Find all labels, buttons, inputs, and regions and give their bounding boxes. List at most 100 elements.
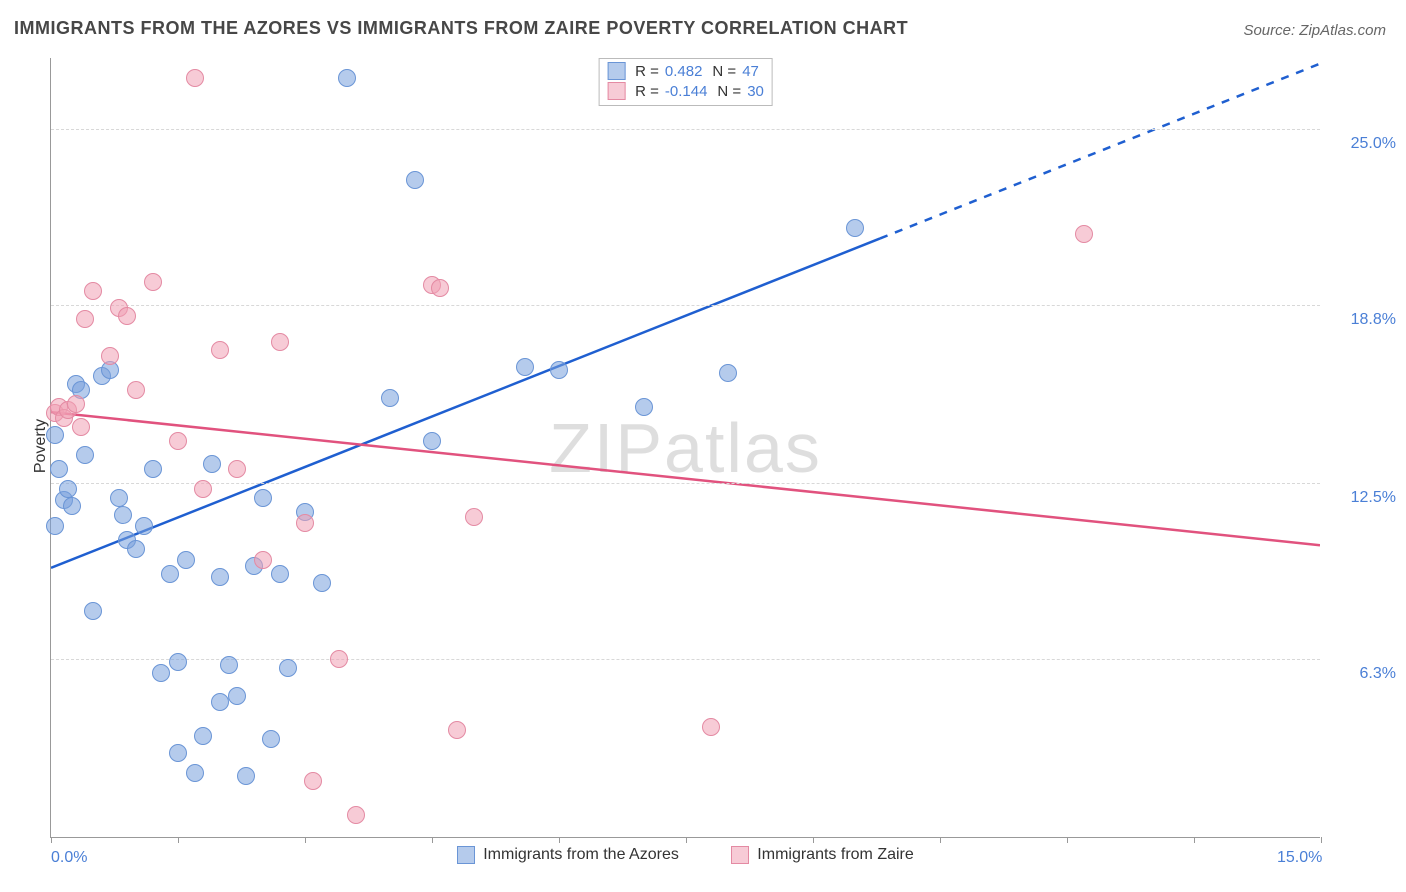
data-point (635, 398, 653, 416)
data-point (63, 497, 81, 515)
data-point (423, 432, 441, 450)
data-point (338, 69, 356, 87)
data-point (110, 489, 128, 507)
data-point (220, 656, 238, 674)
data-point (194, 480, 212, 498)
data-point (550, 361, 568, 379)
data-point (50, 460, 68, 478)
data-point (177, 551, 195, 569)
stats-legend-row: R = -0.144 N = 30 (607, 81, 764, 101)
x-tick (686, 837, 687, 843)
data-point (211, 693, 229, 711)
data-point (313, 574, 331, 592)
data-point (271, 333, 289, 351)
data-point (211, 341, 229, 359)
gridline (51, 129, 1320, 130)
data-point (203, 455, 221, 473)
data-point (211, 568, 229, 586)
data-point (101, 347, 119, 365)
y-tick-label: 18.8% (1336, 311, 1396, 329)
data-point (254, 551, 272, 569)
legend-swatch-zaire (607, 82, 625, 100)
data-point (719, 364, 737, 382)
x-tick (51, 837, 52, 843)
data-point (1075, 225, 1093, 243)
data-point (169, 744, 187, 762)
y-tick-label: 25.0% (1336, 135, 1396, 153)
trend-lines (51, 58, 1320, 837)
r-label: R = (635, 63, 659, 80)
data-point (228, 460, 246, 478)
data-point (76, 446, 94, 464)
n-label: N = (712, 63, 736, 80)
data-point (67, 395, 85, 413)
legend-swatch-azores-icon (457, 846, 475, 864)
x-tick (1194, 837, 1195, 843)
r-label: R = (635, 83, 659, 100)
source-label: Source: ZipAtlas.com (1243, 22, 1386, 39)
watermark: ZIPatlas (549, 408, 822, 488)
r-value-zaire: -0.144 (665, 83, 708, 100)
data-point (59, 480, 77, 498)
stats-legend-row: R =0.482 N =47 (607, 61, 764, 81)
data-point (152, 664, 170, 682)
legend-swatch-azores (607, 62, 625, 80)
data-point (254, 489, 272, 507)
gridline (51, 659, 1320, 660)
data-point (448, 721, 466, 739)
legend-item-azores: Immigrants from the Azores (457, 846, 679, 864)
legend-label-zaire: Immigrants from Zaire (757, 846, 913, 864)
data-point (271, 565, 289, 583)
data-point (72, 418, 90, 436)
data-point (347, 806, 365, 824)
y-axis-title: Poverty (32, 419, 50, 473)
data-point (127, 540, 145, 558)
x-tick-label: 0.0% (51, 849, 87, 867)
data-point (46, 517, 64, 535)
data-point (84, 602, 102, 620)
data-point (431, 279, 449, 297)
data-point (161, 565, 179, 583)
x-tick (940, 837, 941, 843)
data-point (228, 687, 246, 705)
legend-swatch-zaire-icon (731, 846, 749, 864)
x-tick (305, 837, 306, 843)
data-point (84, 282, 102, 300)
data-point (46, 426, 64, 444)
data-point (186, 764, 204, 782)
chart-title: IMMIGRANTS FROM THE AZORES VS IMMIGRANTS… (14, 18, 908, 39)
legend-label-azores: Immigrants from the Azores (483, 846, 679, 864)
data-point (194, 727, 212, 745)
gridline (51, 305, 1320, 306)
data-point (144, 460, 162, 478)
data-point (76, 310, 94, 328)
n-value-zaire: 30 (747, 83, 764, 100)
data-point (118, 307, 136, 325)
data-point (296, 514, 314, 532)
y-tick-label: 12.5% (1336, 489, 1396, 507)
r-value-azores: 0.482 (665, 63, 703, 80)
legend-item-zaire: Immigrants from Zaire (731, 846, 913, 864)
data-point (186, 69, 204, 87)
data-point (237, 767, 255, 785)
x-tick (559, 837, 560, 843)
data-point (406, 171, 424, 189)
x-tick (178, 837, 179, 843)
data-point (702, 718, 720, 736)
data-point (144, 273, 162, 291)
data-point (846, 219, 864, 237)
gridline (51, 483, 1320, 484)
data-point (169, 432, 187, 450)
data-point (304, 772, 322, 790)
data-point (279, 659, 297, 677)
x-tick (813, 837, 814, 843)
x-tick (1067, 837, 1068, 843)
x-tick-label: 15.0% (1277, 849, 1322, 867)
x-tick (1321, 837, 1322, 843)
data-point (330, 650, 348, 668)
n-label: N = (717, 83, 741, 100)
data-point (114, 506, 132, 524)
data-point (127, 381, 145, 399)
data-point (465, 508, 483, 526)
scatter-plot: ZIPatlas R =0.482 N =47 R =-0.144 N =30 … (50, 58, 1320, 838)
